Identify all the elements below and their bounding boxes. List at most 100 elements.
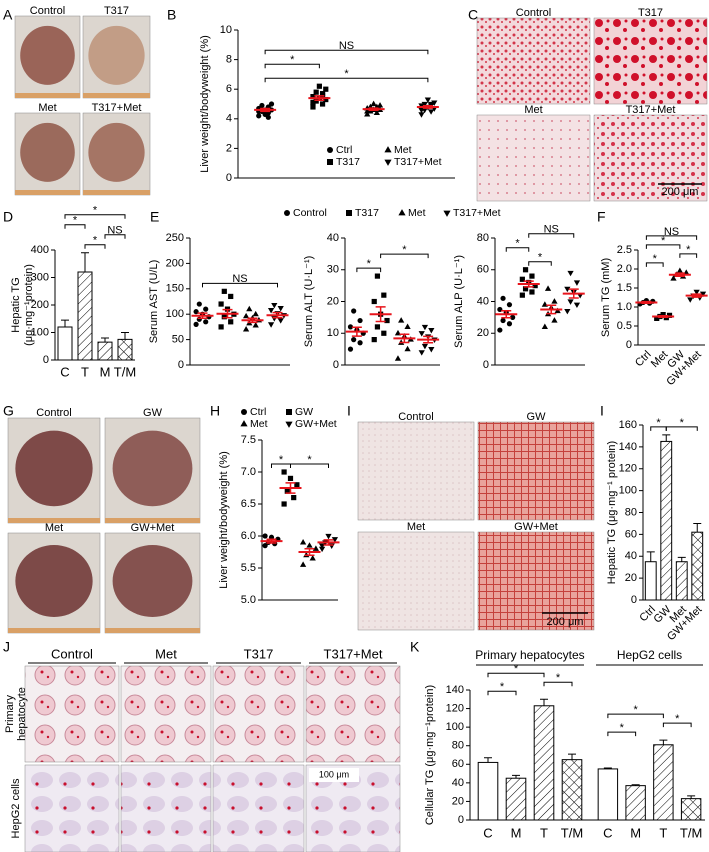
- data-point: [500, 295, 506, 301]
- data-point: [323, 86, 329, 92]
- liver: [112, 545, 193, 617]
- micrograph: [212, 665, 305, 763]
- panel-letter: I: [600, 403, 604, 419]
- x-tick-label: T/M: [680, 825, 702, 840]
- legend-marker: [241, 409, 247, 415]
- y-tick-label: 2.0: [617, 263, 632, 275]
- data-point: [281, 469, 287, 475]
- ruler: [105, 628, 200, 633]
- y-tick-label: 6.5: [241, 498, 256, 510]
- y-tick-label: 7.0: [241, 466, 256, 478]
- ruler: [83, 190, 150, 195]
- x-tick-label: C: [483, 825, 492, 840]
- data-point: [381, 330, 387, 336]
- data-point: [376, 102, 384, 108]
- bar: [644, 561, 657, 601]
- data-point: [541, 323, 548, 329]
- significance-label: *: [515, 238, 520, 250]
- error-bar: [101, 337, 109, 343]
- significance-bracket: [264, 49, 429, 55]
- data-point: [428, 347, 435, 353]
- significance-label: *: [307, 454, 312, 466]
- significance-label: NS: [232, 273, 247, 285]
- data-point: [196, 316, 202, 322]
- data-point: [262, 533, 268, 539]
- data-point: [421, 324, 429, 331]
- data-point: [256, 113, 262, 119]
- ruler: [15, 93, 80, 98]
- significance-label: *: [675, 713, 680, 725]
- data-point: [309, 555, 316, 561]
- y-tick-label: 0.5: [617, 320, 632, 332]
- significance-label: *: [633, 704, 638, 716]
- data-point: [268, 101, 275, 107]
- significance-label: *: [653, 253, 658, 265]
- significance-label: *: [367, 258, 372, 270]
- y-tick-label: 7.5: [241, 434, 256, 446]
- x-tick-label: T/M: [114, 364, 136, 379]
- significance-bracket: [104, 234, 126, 239]
- data-point: [310, 104, 316, 110]
- x-tick-label: M: [630, 825, 641, 840]
- significance-bracket: [645, 235, 698, 240]
- data-point: [500, 317, 506, 324]
- data-point: [271, 302, 278, 309]
- significance-bracket: [264, 77, 429, 83]
- significance-bracket: [607, 713, 664, 719]
- y-tick-label: 2.5: [617, 244, 632, 256]
- significance-bracket: [84, 244, 106, 249]
- significance-bracket: [64, 224, 86, 229]
- significance-label: *: [680, 417, 685, 429]
- legend-label: GW: [295, 406, 313, 418]
- micrograph: [476, 17, 591, 105]
- data-point: [394, 355, 402, 361]
- legend-marker: [443, 210, 451, 217]
- bar: [505, 777, 527, 821]
- data-point: [567, 270, 574, 277]
- significance-label: NS: [544, 224, 559, 236]
- column-label: T317: [244, 646, 274, 661]
- data-point: [228, 293, 234, 300]
- data-point: [306, 542, 313, 548]
- data-point: [532, 283, 538, 289]
- legend-marker: [346, 210, 352, 216]
- image-label: GW+Met: [131, 522, 175, 534]
- bar: [675, 561, 688, 601]
- data-point: [351, 337, 357, 343]
- error-bar: [677, 556, 686, 562]
- data-point: [193, 309, 199, 315]
- y-tick-label: 40: [625, 550, 637, 562]
- error-bar: [540, 698, 548, 706]
- y-axis-label: (μg·mg⁻¹protein): [23, 264, 35, 346]
- x-tick-label: T: [659, 825, 667, 840]
- data-point: [221, 288, 227, 294]
- data-point: [347, 324, 354, 330]
- significance-bracket: [645, 262, 664, 267]
- significance-label: *: [402, 244, 407, 256]
- data-point: [351, 308, 357, 314]
- x-tick-label: C: [603, 825, 612, 840]
- significance-label: *: [514, 663, 519, 675]
- y-tick-label: 0: [458, 814, 464, 826]
- y-tick-label: 80: [477, 232, 489, 244]
- bar: [561, 759, 583, 821]
- liver: [88, 25, 145, 85]
- data-point: [427, 109, 435, 115]
- data-point: [277, 318, 284, 324]
- data-point: [551, 317, 558, 323]
- error-bar: [693, 522, 702, 533]
- scale-label: 100 μm: [319, 769, 349, 779]
- y-tick-label: 40: [477, 295, 489, 307]
- liver: [20, 25, 75, 85]
- significance-bracket: [202, 282, 278, 288]
- data-point: [654, 315, 660, 321]
- data-point: [323, 96, 329, 103]
- significance-label: *: [556, 672, 561, 684]
- bar: [597, 768, 619, 821]
- data-point: [564, 286, 571, 293]
- data-point: [699, 291, 707, 298]
- bar: [680, 798, 702, 821]
- panel-letter: A: [3, 7, 13, 23]
- ruler: [8, 518, 100, 523]
- bar: [625, 785, 646, 821]
